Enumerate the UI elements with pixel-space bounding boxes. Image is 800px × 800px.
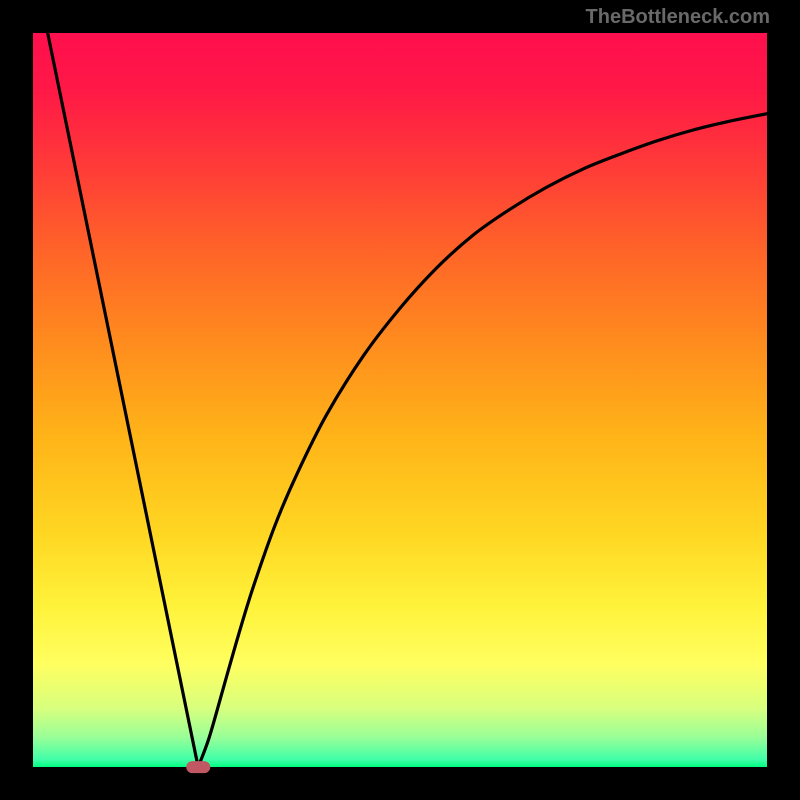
watermark-text: TheBottleneck.com [586, 6, 770, 29]
chart-plot-area [33, 33, 767, 767]
curve-left-segment [48, 33, 198, 767]
curve-right-segment [198, 114, 767, 767]
minimum-marker [186, 761, 209, 773]
chart-curve-svg [33, 33, 767, 767]
